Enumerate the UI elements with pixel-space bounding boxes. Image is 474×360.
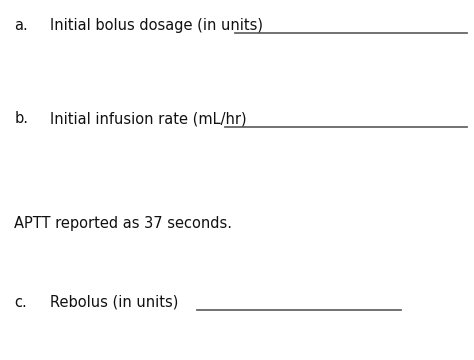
Text: Initial bolus dosage (in units): Initial bolus dosage (in units) [50, 18, 263, 33]
Text: a.: a. [14, 18, 28, 33]
Text: Initial infusion rate (mL/hr): Initial infusion rate (mL/hr) [50, 111, 246, 126]
Text: b.: b. [14, 111, 28, 126]
Text: c.: c. [14, 295, 27, 310]
Text: Rebolus (in units): Rebolus (in units) [50, 295, 178, 310]
Text: APTT reported as 37 seconds.: APTT reported as 37 seconds. [14, 216, 232, 231]
